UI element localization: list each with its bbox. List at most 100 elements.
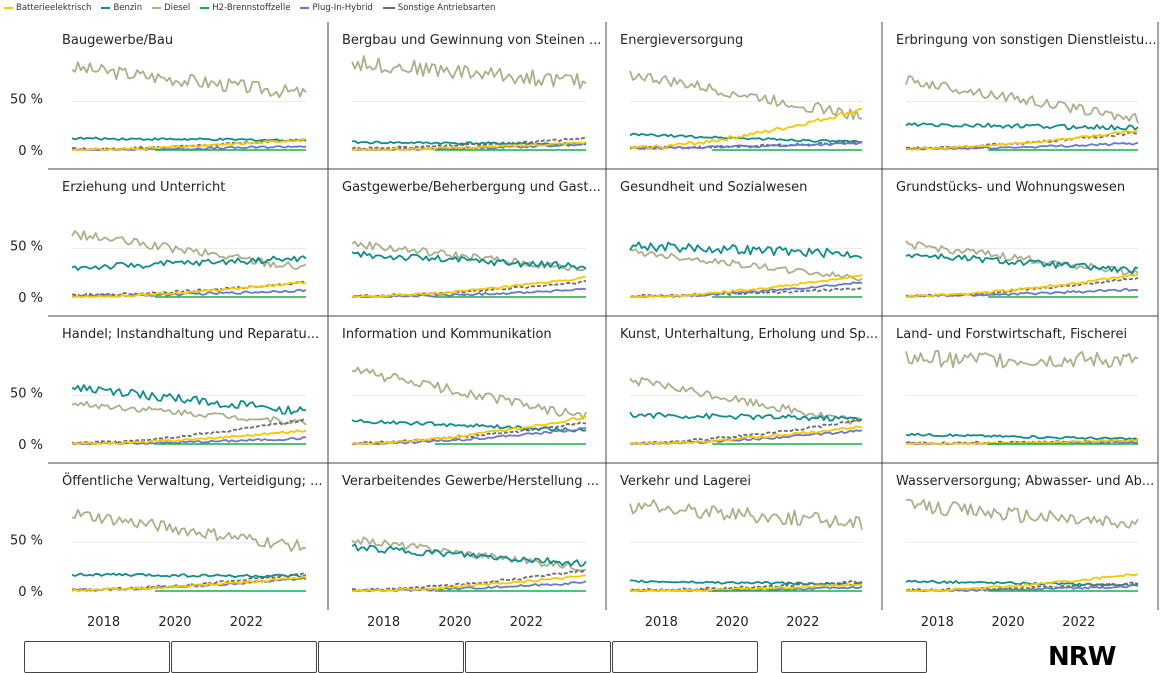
series-line-batterieelektrisch [629,108,863,151]
legend-item[interactable]: Sonstige Antriebsarten [382,3,496,13]
series-line-benzin [71,572,307,578]
series-line-diesel [351,536,587,572]
series-line-plug-in-hybrid [629,141,863,150]
panel-2: Bergbau und Gewinnung von Steinen ... [342,33,601,151]
series-line-sonstige-antriebsarten [351,421,587,445]
x-tick-label: 2020 [158,615,191,630]
x-tick-label: 2022 [230,615,263,630]
y-tick-label: 0 % [18,144,43,159]
series-line-diesel [71,61,307,99]
legend-swatch [382,7,395,9]
x-tick-label: 2022 [786,615,819,630]
legend-item[interactable]: Batterieelektrisch [4,3,91,13]
series-line-batterieelektrisch [629,274,863,298]
panel-15: Verkehr und Lagerei [620,474,863,592]
x-tick-label: 2022 [1062,615,1095,630]
panel-title: Bergbau und Gewinnung von Steinen ... [342,33,601,48]
y-tick-label: 50 % [10,534,43,549]
series-line-benzin [905,579,1139,587]
series-line-batterieelektrisch [351,415,587,445]
series-line-batterieelektrisch [905,130,1138,151]
series-line-sonstige-antriebsarten [71,572,307,592]
series-line-batterieelektrisch [72,281,307,298]
panel-5: Erziehung und Unterricht [62,180,307,298]
series-line-benzin [905,122,1139,131]
panel-14: Verarbeitendes Gewerbe/Herstellung ... [342,474,599,592]
legend-label: H2-Brennstoffzelle [212,3,291,13]
series-line-diesel [71,400,307,426]
series-line-benzin [351,140,587,146]
panel-7: Gesundheit und Sozialwesen [620,180,863,298]
x-tick-label: 2022 [510,615,543,630]
series-line-batterieelektrisch [352,574,587,592]
series-line-sonstige-antriebsarten [351,279,587,298]
y-tick-label: 0 % [18,585,43,600]
y-tick-label: 50 % [10,387,43,402]
filter-slicer-2[interactable] [171,641,317,673]
panel-4: Erbringung von sonstigen Dienstleistu... [896,33,1157,151]
legend-swatch [101,7,111,9]
legend-swatch [152,7,162,9]
series-line-diesel [351,55,587,90]
x-tick-label: 2020 [716,615,749,630]
y-tick-label: 50 % [10,93,43,108]
series-line-diesel [629,70,863,121]
series-line-diesel [71,508,307,552]
legend-item[interactable]: Benzin [101,3,142,13]
filter-slicer-3[interactable] [318,641,464,673]
legend: Batterieelektrisch Benzin Diesel H2-Brennst… [0,0,501,16]
series-line-benzin [905,432,1139,441]
series-line-sonstige-antriebsarten [905,581,1139,592]
legend-label: Plug-In-Hybrid [312,3,373,13]
filter-slicer-1[interactable] [24,641,170,673]
series-line-benzin [629,241,863,259]
series-line-sonstige-antriebsarten [351,136,587,150]
series-line-sonstige-antriebsarten [351,570,587,592]
x-tick-label: 2018 [645,615,678,630]
filter-slicer-6[interactable] [781,641,927,673]
series-line-sonstige-antriebsarten [629,287,863,298]
panel-title: Gesundheit und Sozialwesen [620,180,807,195]
series-line-sonstige-antriebsarten [71,418,307,445]
panel-6: Gastgewerbe/Beherbergung und Gast... [342,180,601,298]
panel-12: Land- und Forstwirtschaft, Fischerei [896,327,1139,445]
series-line-benzin [905,253,1139,274]
small-multiples-chart: 50 % 0 % 50 % 0 % 50 % 0 % 50 % 0 % Baugewerbe/B… [10,22,1159,630]
series-line-batterieelektrisch [351,141,587,151]
series-line-diesel [905,75,1139,124]
series-line-diesel [905,498,1139,529]
x-tick-label: 2018 [921,615,954,630]
panel-title: Erbringung von sonstigen Dienstleistu... [896,33,1157,48]
x-tick-label: 2020 [992,615,1025,630]
series-line-benzin [71,384,307,415]
series-line-benzin [629,411,863,422]
panel-title: Verkehr und Lagerei [620,474,751,489]
legend-swatch [4,7,13,9]
panel-title: Grundstücks- und Wohnungswesen [896,180,1125,195]
legend-label: Batterieelektrisch [16,3,92,13]
panel-title: Baugewerbe/Bau [62,33,173,48]
panel-title: Handel; Instandhaltung und Reparatu... [62,327,319,342]
y-tick-label: 0 % [18,438,43,453]
series-line-batterieelektrisch [629,582,863,592]
series-line-batterieelektrisch [71,429,307,445]
series-line-sonstige-antriebsarten [629,417,863,445]
legend-item[interactable]: Plug-In-Hybrid [300,3,373,13]
panel-title: Energieversorgung [620,33,743,48]
legend-label: Sonstige Antriebsarten [397,3,496,13]
panel-13: Öffentliche Verwaltung, Verteidigung; ..… [62,472,322,592]
series-line-batterieelektrisch [351,275,587,298]
series-line-benzin [351,250,587,270]
series-line-diesel [71,230,307,270]
legend-item[interactable]: H2-Brennstoffzelle [200,3,290,13]
filter-slicer-5[interactable] [612,641,758,673]
series-line-diesel [629,248,863,282]
panel-10: Information und Kommunikation [342,327,587,445]
series-line-batterieelektrisch [905,438,1139,445]
filter-slicer-4[interactable] [465,641,611,673]
legend-item[interactable]: Diesel [152,3,190,13]
series-line-benzin [351,543,587,567]
legend-label: Benzin [113,3,143,13]
y-tick-label: 0 % [18,291,43,306]
series-line-benzin [351,418,587,433]
